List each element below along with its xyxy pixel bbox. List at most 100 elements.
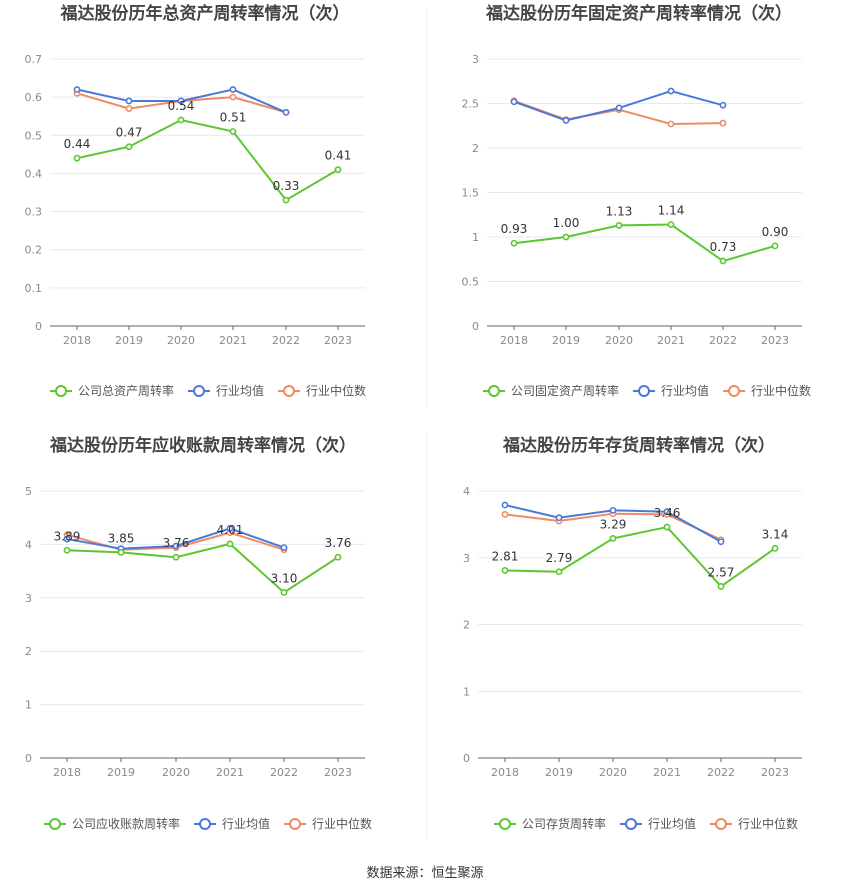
legend-label: 行业中位数	[312, 816, 372, 831]
data-point-company	[667, 221, 675, 228]
series-line-company	[513, 223, 776, 263]
x-tick-label: 2023	[761, 334, 789, 347]
x-tick-label: 2018	[491, 766, 519, 779]
data-point-company	[226, 540, 234, 548]
data-label: 2.79	[546, 551, 573, 565]
data-point-industry_median	[501, 510, 509, 518]
legend-label: 公司应收账款周转率	[72, 816, 180, 831]
data-point-company	[615, 222, 623, 229]
y-tick-label: 0.7	[25, 53, 43, 66]
data-point-industry_avg	[510, 98, 518, 106]
data-point-company	[63, 546, 71, 554]
data-label: 0.33	[273, 179, 300, 193]
data-point-company	[177, 116, 185, 124]
data-point-company	[717, 583, 725, 590]
x-tick-label: 2023	[324, 766, 352, 779]
chart-title: 福达股份历年存货周转率情况（次）	[502, 435, 775, 456]
y-tick-label: 0	[35, 320, 42, 333]
data-label: 0.41	[325, 149, 352, 163]
series-line-company	[76, 118, 339, 202]
x-tick-label: 2018	[63, 334, 91, 347]
data-label: 3.29	[600, 517, 627, 531]
legend-item-company[interactable]: 公司应收账款周转率	[44, 816, 180, 831]
y-tick-label: 1	[25, 699, 32, 712]
data-point-industry_avg	[663, 508, 671, 516]
legend-item-industry_avg[interactable]: 行业均值	[620, 816, 696, 831]
legend-item-industry_avg[interactable]: 行业均值	[633, 383, 709, 398]
data-point-industry_avg	[717, 538, 725, 546]
legend-label: 公司固定资产周转率	[511, 383, 619, 398]
legend-item-industry_median[interactable]: 行业中位数	[278, 383, 366, 398]
data-label: 0.51	[220, 110, 247, 124]
data-point-industry_avg	[229, 86, 237, 93]
data-label: 2.57	[708, 565, 735, 579]
legend-item-company[interactable]: 公司固定资产周转率	[483, 383, 619, 398]
legend-item-company[interactable]: 公司总资产周转率	[50, 383, 174, 398]
x-tick-label: 2020	[599, 766, 627, 779]
legend-item-industry_median[interactable]: 行业中位数	[710, 816, 798, 831]
data-label: 3.10	[271, 571, 298, 585]
legend-swatch-marker	[199, 818, 212, 830]
data-point-industry_avg	[63, 535, 71, 543]
x-tick-label: 2020	[605, 334, 633, 347]
data-label: 0.54	[168, 99, 195, 113]
legend-item-company[interactable]: 公司存货周转率	[494, 816, 606, 831]
data-point-industry_avg	[73, 86, 81, 93]
data-source-note: 数据来源：恒生聚源	[366, 866, 484, 881]
data-point-industry_avg	[280, 544, 288, 552]
data-label: 2.81	[492, 549, 519, 563]
data-label: 3.76	[325, 536, 352, 550]
legend-swatch-marker	[625, 818, 638, 830]
data-label: 3.14	[762, 527, 789, 541]
x-tick-label: 2021	[219, 334, 247, 347]
y-tick-label: 0.1	[25, 282, 43, 295]
chart-panel-1: 福达股份历年总资产周转率情况（次） 0 0.1 0.2 0.3 0.4 0.5 0.6 0.7 2…	[25, 3, 367, 398]
x-tick-label: 2021	[216, 766, 244, 779]
legend-swatch-marker	[715, 818, 728, 830]
legend-item-industry_median[interactable]: 行业中位数	[284, 816, 372, 831]
data-label: 0.47	[116, 126, 143, 140]
x-tick-label: 2018	[53, 766, 81, 779]
x-tick-label: 2023	[324, 334, 352, 347]
data-point-company	[771, 545, 779, 552]
legend-label: 行业均值	[216, 383, 264, 398]
x-tick-label: 2022	[270, 766, 298, 779]
data-label: 1.13	[606, 204, 633, 218]
y-tick-label: 2	[25, 645, 32, 658]
data-point-industry_avg	[172, 542, 180, 550]
data-label: 3.76	[163, 536, 190, 550]
legend-swatch-marker	[488, 385, 500, 397]
x-tick-label: 2022	[707, 766, 735, 779]
legend-item-industry_avg[interactable]: 行业均值	[194, 816, 270, 831]
y-tick-label: 0.4	[25, 167, 43, 180]
y-tick-label: 3	[472, 53, 479, 66]
y-tick-label: 0.5	[25, 129, 43, 142]
data-point-company	[334, 166, 342, 174]
chart-panel-3: 福达股份历年应收账款周转率情况（次） 0 1 2 3 4 5 2018 2019 2020 2021…	[25, 435, 372, 831]
x-tick-label: 2019	[545, 766, 573, 779]
data-point-company	[663, 523, 671, 531]
data-point-industry_avg	[555, 514, 563, 522]
x-tick-label: 2020	[167, 334, 195, 347]
y-tick-label: 1.5	[462, 187, 480, 200]
x-tick-label: 2019	[107, 766, 135, 779]
legend-label: 公司总资产周转率	[78, 383, 174, 398]
legend-item-industry_median[interactable]: 行业中位数	[723, 383, 811, 398]
legend-item-industry_avg[interactable]: 行业均值	[188, 383, 264, 398]
data-point-industry_avg	[615, 104, 623, 112]
data-label: 0.93	[501, 222, 528, 236]
chart-title: 福达股份历年应收账款周转率情况（次）	[49, 435, 356, 456]
chart-panel-4: 福达股份历年存货周转率情况（次） 0 1 2 3 4 2018 2019 2020 2021 202…	[463, 435, 802, 831]
series-line-company	[504, 525, 776, 588]
data-point-industry_avg	[125, 97, 133, 105]
data-point-industry_avg	[609, 506, 617, 514]
y-tick-label: 3	[25, 592, 32, 605]
data-point-industry_avg	[226, 524, 234, 532]
chart-title: 福达股份历年总资产周转率情况（次）	[60, 3, 350, 24]
data-point-industry_median	[125, 105, 133, 112]
data-point-company	[125, 143, 133, 151]
data-point-industry_avg	[667, 87, 675, 95]
data-point-company	[282, 196, 290, 204]
legend-swatch-marker	[55, 385, 67, 397]
data-point-company	[609, 534, 617, 542]
